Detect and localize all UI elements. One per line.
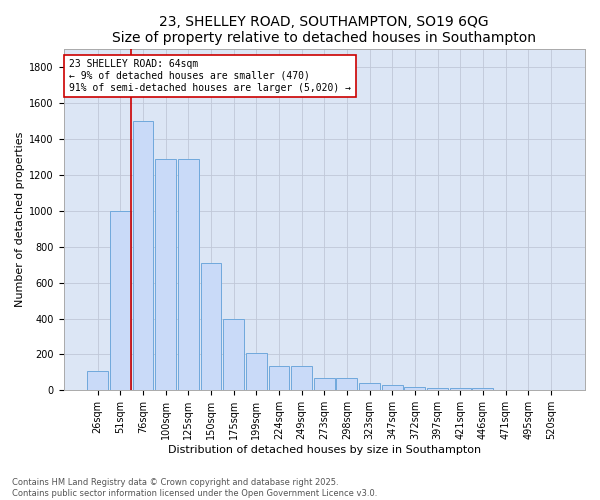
Y-axis label: Number of detached properties: Number of detached properties xyxy=(15,132,25,308)
Bar xyxy=(382,385,403,390)
Bar xyxy=(359,383,380,390)
Bar xyxy=(200,263,221,390)
Bar xyxy=(450,388,470,390)
Bar xyxy=(155,158,176,390)
Text: Contains HM Land Registry data © Crown copyright and database right 2025.
Contai: Contains HM Land Registry data © Crown c… xyxy=(12,478,377,498)
Bar xyxy=(246,352,266,391)
Bar xyxy=(291,366,312,390)
Bar xyxy=(110,211,131,390)
Bar xyxy=(87,372,108,390)
Bar xyxy=(404,387,425,390)
Text: 23 SHELLEY ROAD: 64sqm
← 9% of detached houses are smaller (470)
91% of semi-det: 23 SHELLEY ROAD: 64sqm ← 9% of detached … xyxy=(69,60,351,92)
Bar xyxy=(427,388,448,390)
Bar xyxy=(178,158,199,390)
X-axis label: Distribution of detached houses by size in Southampton: Distribution of detached houses by size … xyxy=(167,445,481,455)
Bar xyxy=(269,366,289,390)
Bar xyxy=(337,378,358,390)
Bar xyxy=(472,388,493,390)
Bar xyxy=(223,318,244,390)
Title: 23, SHELLEY ROAD, SOUTHAMPTON, SO19 6QG
Size of property relative to detached ho: 23, SHELLEY ROAD, SOUTHAMPTON, SO19 6QG … xyxy=(112,15,536,45)
Bar xyxy=(133,121,154,390)
Bar xyxy=(314,378,335,390)
